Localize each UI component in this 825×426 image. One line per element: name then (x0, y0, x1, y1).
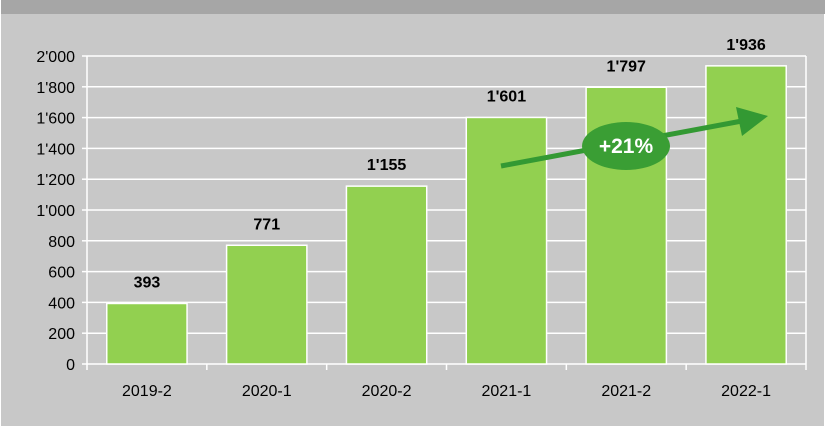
y-tick-label: 1'000 (36, 203, 75, 220)
data-label: 393 (134, 274, 161, 291)
data-label: 1'601 (487, 88, 527, 105)
y-tick-label: 1'200 (36, 172, 75, 189)
growth-badge (582, 122, 670, 170)
y-tick-label: 0 (66, 357, 75, 374)
data-label: 1'797 (607, 58, 647, 75)
x-tick-label: 2020-1 (242, 383, 292, 400)
x-tick-labels: 2019-2 2020-1 2020-2 2021-1 2021-2 2022-1 (122, 383, 771, 400)
growth-label: +21% (599, 135, 654, 158)
bar (345, 185, 428, 365)
axes (82, 55, 807, 370)
y-tick-label: 1'600 (36, 111, 75, 128)
top-band (1, 0, 825, 14)
y-tick-label: 1'400 (36, 141, 75, 158)
x-tick-label: 2021-1 (482, 383, 532, 400)
x-tick-label: 2021-2 (601, 383, 651, 400)
y-tick-label: 600 (48, 265, 75, 282)
data-label: 1'936 (726, 37, 766, 54)
y-tick-label: 800 (48, 234, 75, 251)
y-tick-label: 1'800 (36, 80, 75, 97)
bar (106, 302, 188, 365)
data-label: 771 (253, 216, 280, 233)
gridlines (87, 55, 807, 364)
bar (225, 244, 308, 365)
data-label: 1'155 (367, 157, 407, 174)
y-tick-label: 200 (48, 326, 75, 343)
y-tick-label: 2'000 (36, 49, 75, 66)
data-labels: 393 771 1'155 1'601 1'797 1'936 (134, 37, 766, 292)
growth-annotation: +21% (500, 107, 768, 170)
growth-arrow-head (736, 107, 768, 136)
x-tick-label: 2020-2 (362, 383, 412, 400)
y-tick-labels: 0 200 400 600 800 1'000 1'200 1'400 1'600 1'800 2'… (36, 49, 75, 374)
y-tick-label: 400 (48, 295, 75, 312)
bar (465, 116, 548, 365)
x-tick-label: 2022-1 (721, 383, 771, 400)
bars (106, 65, 787, 365)
x-tick-label: 2019-2 (122, 383, 172, 400)
